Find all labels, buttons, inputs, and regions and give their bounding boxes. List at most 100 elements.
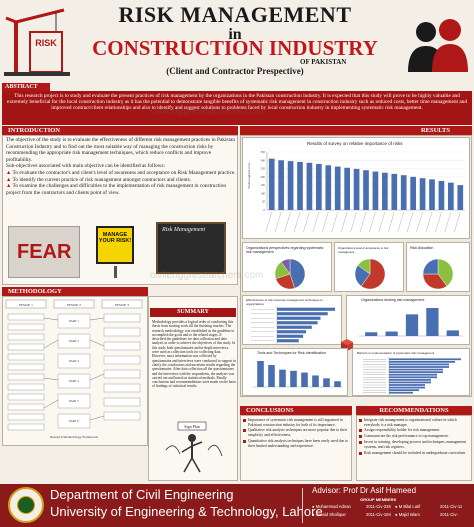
intro-paragraph: Sub-objectives associated with main obje… [6,163,166,170]
bar [363,170,369,210]
bar [268,365,275,387]
bar [268,158,275,210]
bar [334,166,341,210]
title-line-4: OF PAKISTAN [300,58,347,66]
recommendation-item: Communicate the risk performance to top … [359,434,469,439]
conclusion-item: Quantitative risk analysis techniques ha… [243,439,349,448]
subtitle: (Client and Contractor Prespective) [166,66,304,76]
bar [389,376,437,379]
x-tick-mark [284,211,291,233]
chart-panel-pie-2: Organizations level of acceptance to ris… [334,242,404,292]
chart-title: Risk Allocation [410,246,434,250]
group-members-label: GROUP MEMBERS [360,497,397,502]
intro-bullet: To examine the challenges and difficulti… [6,183,227,196]
abstract-text: This research project is to study and ev… [2,91,472,125]
framework-label: Research Methodology Framework [50,435,98,439]
chart-title: Tools and Techniques for Risk Identifica… [257,351,326,355]
recommendation-item: Risk management should be included in un… [359,451,469,456]
x-tick-mark [293,211,301,233]
flow-column-label: PHASE 3 [115,303,129,307]
pie-slice [437,258,454,287]
pie-slice [360,258,386,290]
x-tick-mark [340,211,348,233]
bar [325,165,332,210]
chart-panel-dealing: Organizations dealing risk management [346,295,470,345]
bar [389,391,413,394]
advisor-name: Advisor: Prof Dr Asif Hameed [312,486,417,495]
bar [278,160,284,210]
flow-step: PART 2 [69,339,79,343]
chart-title: Organizations perspectives regarding sys… [246,246,324,254]
title-line-2: in [228,26,242,43]
member-name: ● Majid Islam [395,512,420,517]
x-tick-mark [416,211,423,233]
y-tick-label: 100 [261,191,266,195]
footer: Department of Civil Engineering Universi… [0,484,474,527]
conclusion-item: Importance of systematic risk management… [243,418,349,427]
title-line-3: CONSTRUCTION INDUSTRY [92,36,378,60]
watermark: civilenggresearchers.com [150,106,264,117]
x-tick-mark [359,211,367,233]
x-tick-mark [388,211,395,233]
bar [389,384,425,386]
x-tick-mark [322,211,329,233]
pie-chart-perspectives [274,258,306,290]
bullet-icon: ▲ [6,169,13,176]
recommendation-item: Invest in training, developing process a… [359,440,469,449]
x-tick-mark [303,211,310,233]
chart-title: Organizations level of acceptance to ris… [338,246,389,254]
bar [372,171,379,210]
flow-left-column [7,313,45,431]
recommendations-list: Integrate risk management to organizatio… [359,418,469,457]
x-tick-mark [331,211,338,233]
x-tick-mark [454,211,461,233]
y-tick-label: 150 [261,183,266,187]
member-name: ● M Bilal Latif [395,504,421,509]
x-tick-mark [444,211,452,233]
member-roll: 2011-Civ-104 [366,512,391,517]
crane-logo-icon: RISK [4,8,70,76]
bar [429,179,435,210]
flow-step: PART 5 [69,399,79,403]
department-name: Department of Civil Engineering [50,487,234,502]
member-name: ● Junaid Shafique [312,512,346,517]
bar [382,172,388,210]
bar [389,389,419,392]
x-tick-mark [378,211,386,233]
bar [277,321,318,325]
bar [438,181,445,210]
pie-slice [422,273,448,290]
member-roll: 2011-Civ-226 [366,504,391,509]
footer-divider [302,488,303,523]
introduction-heading: INTRODUCTION [2,126,238,135]
flow-right-column [103,313,141,421]
chart-panel-effectiveness: Effectiveness of risk response managemen… [242,295,342,345]
abstract-heading: ABSTRACT [2,83,50,91]
bar [389,368,443,371]
risk-management-board: Risk Management [156,222,226,274]
bar [277,307,335,311]
chart-title: Organizations dealing risk management [361,298,425,302]
bar [410,176,416,210]
introduction-text: The objective of the study is to evaluat… [6,137,238,196]
bullet-icon: ▲ [6,176,13,183]
bar [344,167,350,210]
intro-bullet: To identify the current practice of risk… [12,176,191,183]
bar [457,185,464,210]
intro-paragraph: The objective of the study is to evaluat… [6,137,235,163]
y-axis-label: Total weighted score [247,162,251,189]
bar [389,373,437,376]
y-tick-label: 300 [261,158,266,162]
bar [446,330,459,336]
x-tick-mark [425,211,433,233]
recommendation-item: Assign responsibility holder for risk ma… [359,428,469,433]
chart-panel-pie-3: Risk Allocation [406,242,470,292]
watermark: civilenggresearchers.com [150,270,264,281]
bar [400,175,407,210]
fear-text: FEAR [17,241,72,263]
chart-panel-barriers: Barriers to implementation of systematic… [352,348,470,396]
chart-title: Barriers to implementation of systematic… [357,351,435,355]
flow-step: PART 4 [69,379,79,383]
y-tick-label: 0 [264,208,266,212]
bar [389,363,449,366]
